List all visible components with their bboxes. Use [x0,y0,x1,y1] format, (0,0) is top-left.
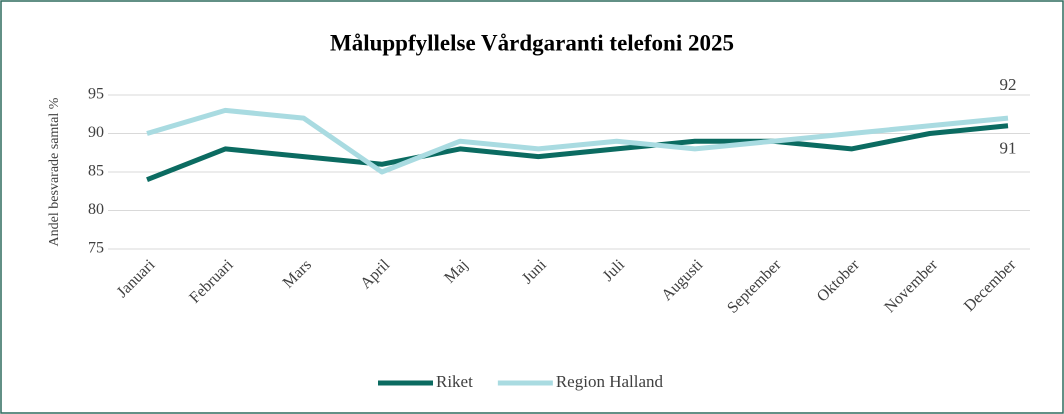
y-tick-label: 90 [88,124,104,141]
chart-title: Måluppfyllelse Vårdgaranti telefoni 2025 [330,30,734,55]
y-tick-label: 95 [88,86,104,103]
y-tick-label: 80 [88,201,104,218]
y-tick-label: 85 [88,163,104,180]
y-tick-label: 75 [88,240,104,257]
data-label: 92 [1000,75,1017,94]
series-line [146,107,1009,175]
series-line [146,123,1009,183]
y-axis-label: Andel besvarade samtal % [47,97,62,246]
legend-label: Riket [436,372,473,391]
data-label: 91 [1000,139,1017,158]
legend-label: Region Halland [556,372,664,391]
